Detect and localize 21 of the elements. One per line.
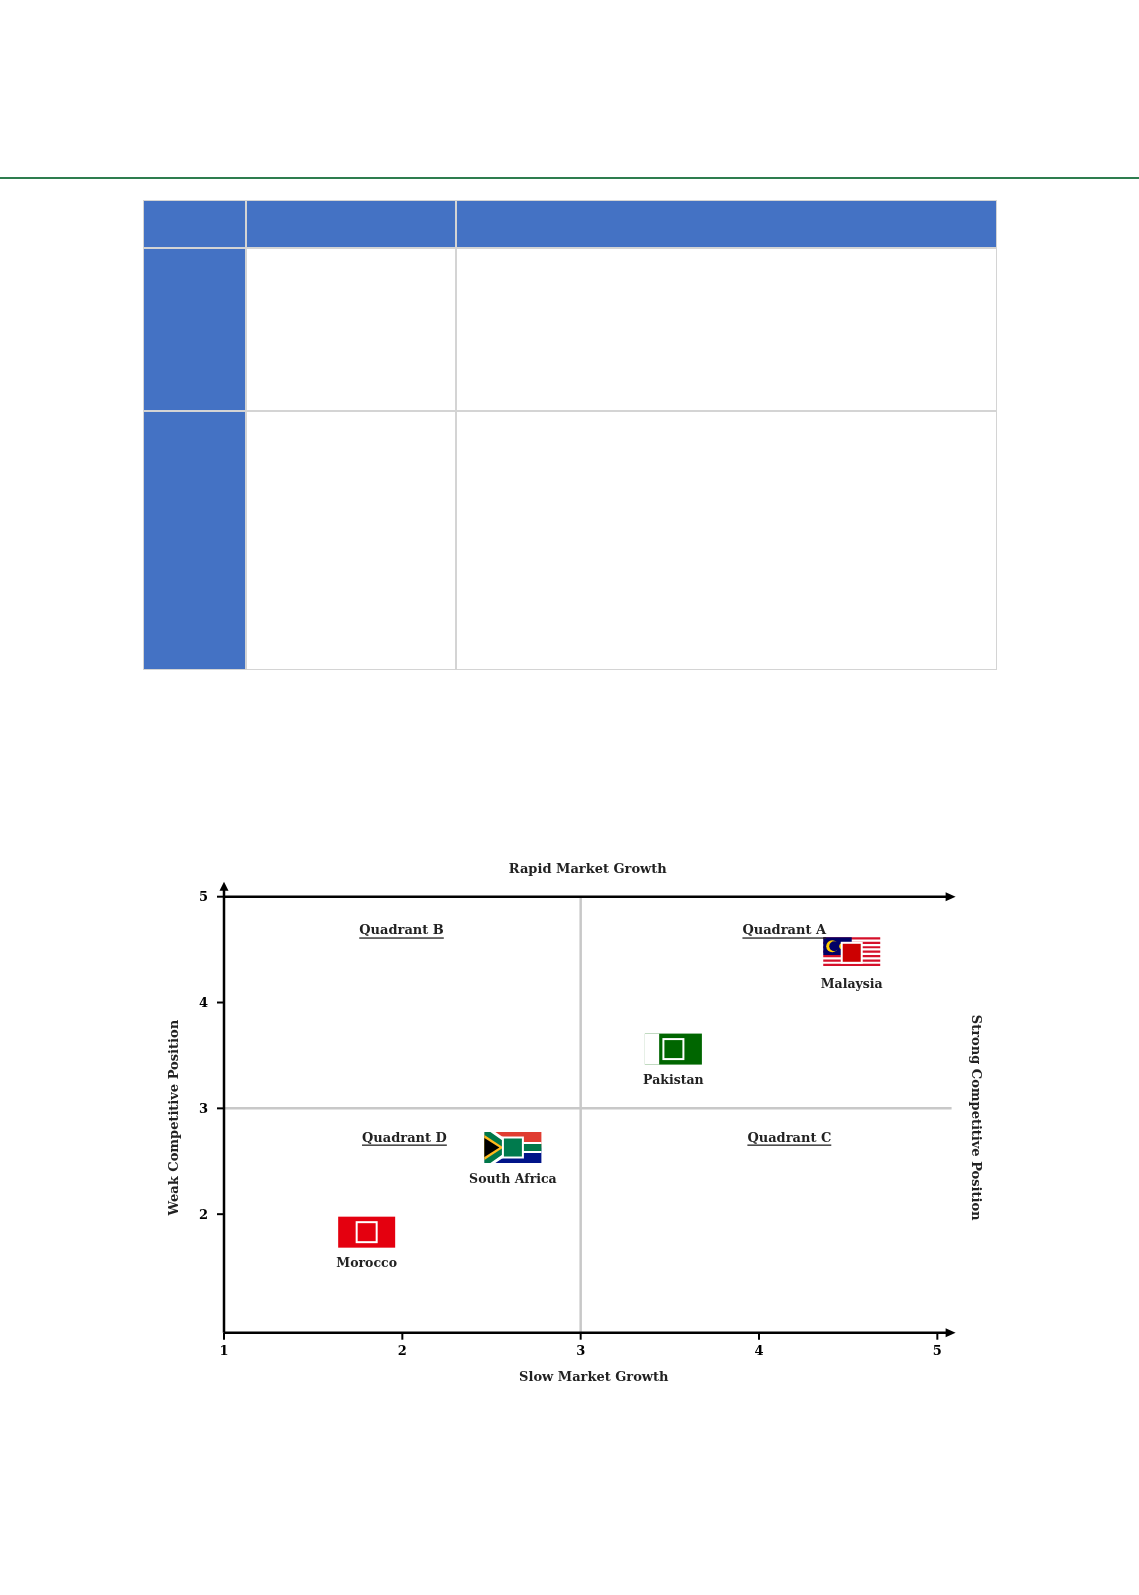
x-tick-label: 1 [219, 1342, 229, 1358]
x-tick-label: 3 [576, 1342, 586, 1358]
y-tick-label: 2 [198, 1206, 208, 1222]
annotation: Quadrant C [747, 1129, 832, 1144]
series-label: Malaysia [820, 975, 883, 991]
annotation: Quadrant A [742, 921, 827, 937]
y-tick-label: 3 [198, 1100, 208, 1116]
annotation: Quadrant B [359, 921, 444, 937]
x-tick-label: 2 [397, 1342, 407, 1358]
series-label: Morocco [336, 1254, 397, 1270]
series-label: Pakistan [643, 1071, 704, 1087]
x-tick-label: 4 [754, 1342, 764, 1358]
y-tick-label: 4 [198, 995, 208, 1011]
y-tick-label: 5 [198, 889, 208, 905]
y2-axis-title: Strong Competitive Position [969, 1014, 985, 1222]
series-label: South Africa [469, 1170, 557, 1186]
annotation: Quadrant D [362, 1129, 447, 1144]
x-tick-label: 5 [932, 1342, 942, 1358]
y-axis-title: Weak Competitive Position [165, 1019, 181, 1217]
x2-axis-title: Rapid Market Growth [508, 860, 668, 876]
x-axis-title: Slow Market Growth [519, 1368, 670, 1384]
